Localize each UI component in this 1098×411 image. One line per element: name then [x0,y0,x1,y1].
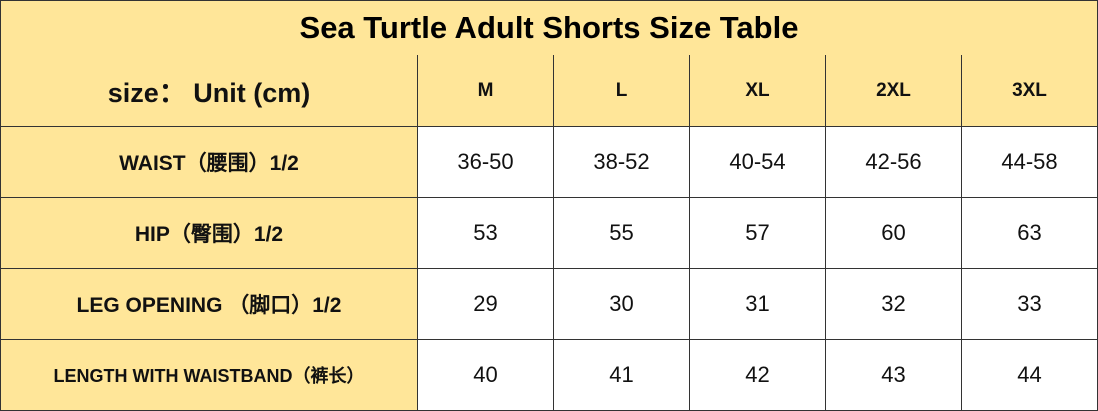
row-label: HIP（臀围）1/2 [0,198,418,269]
size-header: 2XL [826,55,962,127]
size-value: 60 [826,198,962,269]
size-header: L [554,55,690,127]
size-value: 30 [554,269,690,340]
row-label: WAIST（腰围）1/2 [0,127,418,198]
size-value: 32 [826,269,962,340]
row-label: LEG OPENING （脚口）1/2 [0,269,418,340]
table-title: Sea Turtle Adult Shorts Size Table [0,0,1098,56]
size-value: 36-50 [418,127,554,198]
size-value: 44 [962,340,1098,411]
size-value: 29 [418,269,554,340]
size-value: 42-56 [826,127,962,198]
size-value: 63 [962,198,1098,269]
size-value: 31 [690,269,826,340]
row-label: LENGTH WITH WAISTBAND（裤长） [0,340,418,411]
size-value: 33 [962,269,1098,340]
size-value: 57 [690,198,826,269]
size-header: XL [690,55,826,127]
size-value: 55 [554,198,690,269]
size-value: 40 [418,340,554,411]
size-value: 42 [690,340,826,411]
size-value: 38-52 [554,127,690,198]
size-value: 53 [418,198,554,269]
size-value: 40-54 [690,127,826,198]
header-label: size： Unit (cm) [0,55,418,127]
size-value: 44-58 [962,127,1098,198]
table-grid: size： Unit (cm) M L XL 2XL 3XL WAIST（腰围）1/2 36-… [0,55,1098,411]
size-header: M [418,55,554,127]
size-value: 41 [554,340,690,411]
size-header: 3XL [962,55,1098,127]
size-value: 43 [826,340,962,411]
